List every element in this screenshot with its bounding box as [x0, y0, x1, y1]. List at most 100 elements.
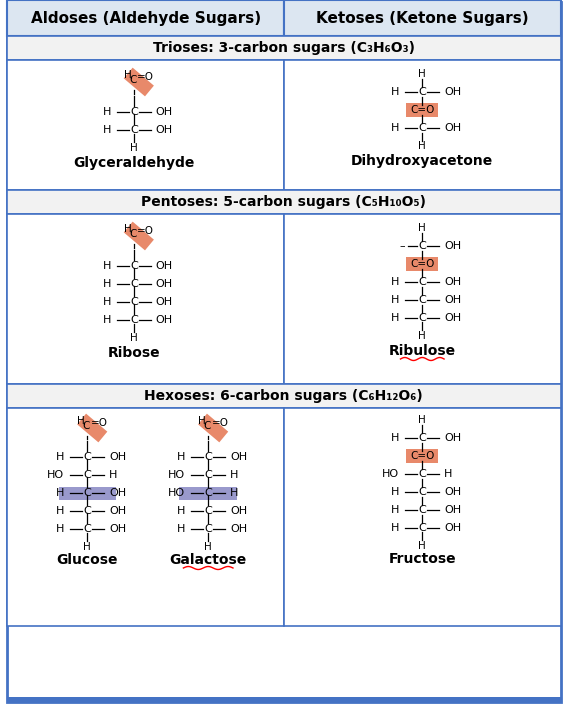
Text: C: C [418, 433, 426, 443]
Bar [284, 214, 561, 384]
Text: OH: OH [109, 452, 126, 462]
Text: H: H [391, 487, 400, 497]
Text: C: C [130, 107, 138, 117]
Text: H: H [102, 125, 111, 135]
Text: C: C [130, 297, 138, 307]
Bar [284, 60, 561, 190]
Text: OH: OH [444, 523, 461, 533]
Text: Ketoses (Ketone Sugars): Ketoses (Ketone Sugars) [316, 11, 529, 25]
Text: OH: OH [155, 261, 173, 271]
Text: H: H [56, 452, 65, 462]
Text: C: C [204, 470, 212, 480]
Text: H: H [130, 333, 138, 343]
Text: =O: =O [91, 418, 108, 428]
Text: H: H [177, 506, 185, 516]
Text: H: H [418, 541, 426, 551]
Text: C: C [418, 487, 426, 497]
Polygon shape [198, 414, 228, 442]
Text: C=O: C=O [410, 105, 435, 115]
Text: HO: HO [168, 470, 185, 480]
Text: OH: OH [155, 107, 173, 117]
Text: H: H [418, 415, 426, 425]
Text: =O: =O [212, 418, 229, 428]
Text: OH: OH [230, 524, 247, 534]
Text: C: C [418, 469, 426, 479]
Text: C: C [204, 506, 212, 516]
Bar [7, 408, 284, 626]
Text: OH: OH [109, 524, 126, 534]
Bar [59, 486, 116, 500]
Text: C: C [83, 488, 91, 498]
Text: H: H [418, 69, 426, 79]
Text: –: – [400, 241, 405, 251]
Text: =O: =O [137, 72, 154, 82]
Text: Glyceraldehyde: Glyceraldehyde [73, 156, 195, 170]
Text: H: H [124, 70, 132, 80]
Text: OH: OH [155, 297, 173, 307]
Text: OH: OH [444, 433, 461, 443]
Text: OH: OH [230, 452, 247, 462]
Text: Ribose: Ribose [108, 346, 160, 360]
Bar [406, 449, 438, 463]
Text: C: C [418, 277, 426, 287]
Text: C: C [83, 470, 91, 480]
Text: C: C [83, 524, 91, 534]
Text: H: H [391, 87, 400, 97]
Text: Glucose: Glucose [56, 553, 118, 567]
Text: Dihydroxyacetone: Dihydroxyacetone [351, 154, 493, 168]
Text: H: H [391, 123, 400, 133]
Text: H: H [198, 416, 206, 426]
Text: H: H [56, 506, 65, 516]
Polygon shape [124, 68, 154, 96]
Text: H: H [391, 433, 400, 443]
Bar [7, 384, 561, 408]
Text: OH: OH [444, 277, 461, 287]
Text: C: C [418, 123, 426, 133]
Text: C: C [204, 524, 212, 534]
Text: H: H [391, 505, 400, 515]
Text: Ribulose: Ribulose [388, 344, 456, 358]
Bar [7, 190, 561, 214]
Bar [406, 103, 438, 117]
Text: C=O: C=O [410, 451, 435, 461]
Bar [7, 60, 284, 190]
Text: OH: OH [444, 241, 461, 251]
Text: OH: OH [444, 505, 461, 515]
Bar [7, 214, 284, 384]
Polygon shape [77, 414, 108, 442]
Text: OH: OH [444, 487, 461, 497]
Text: C: C [130, 125, 138, 135]
Text: H: H [418, 141, 426, 151]
Text: OH: OH [230, 506, 247, 516]
Text: C: C [204, 452, 212, 462]
Text: C: C [83, 506, 91, 516]
Text: OH: OH [444, 313, 461, 323]
Bar [7, 0, 284, 36]
Text: OH: OH [109, 488, 126, 498]
Text: H: H [177, 452, 185, 462]
Text: Aldoses (Aldehyde Sugars): Aldoses (Aldehyde Sugars) [31, 11, 261, 25]
Text: C: C [129, 229, 137, 239]
Text: HO: HO [382, 469, 400, 479]
Text: H: H [391, 295, 400, 305]
Text: C: C [129, 75, 137, 85]
Text: H: H [124, 224, 132, 234]
Text: Galactose: Galactose [169, 553, 247, 567]
Text: H: H [102, 279, 111, 289]
Text: H: H [109, 470, 118, 480]
Text: H: H [391, 313, 400, 323]
Bar [7, 36, 561, 60]
Text: Pentoses: 5-carbon sugars (C₅H₁₀O₅): Pentoses: 5-carbon sugars (C₅H₁₀O₅) [141, 195, 426, 209]
Text: C: C [83, 421, 90, 431]
Text: C: C [204, 488, 212, 498]
Text: OH: OH [444, 87, 461, 97]
Text: Fructose: Fructose [388, 552, 456, 566]
Text: C: C [418, 505, 426, 515]
Text: H: H [177, 524, 185, 534]
Text: C: C [418, 241, 426, 251]
Text: C: C [83, 452, 91, 462]
Polygon shape [124, 222, 154, 251]
Text: C: C [130, 261, 138, 271]
Text: Trioses: 3-carbon sugars (C₃H₆O₃): Trioses: 3-carbon sugars (C₃H₆O₃) [153, 41, 414, 55]
Bar [284, 0, 561, 36]
